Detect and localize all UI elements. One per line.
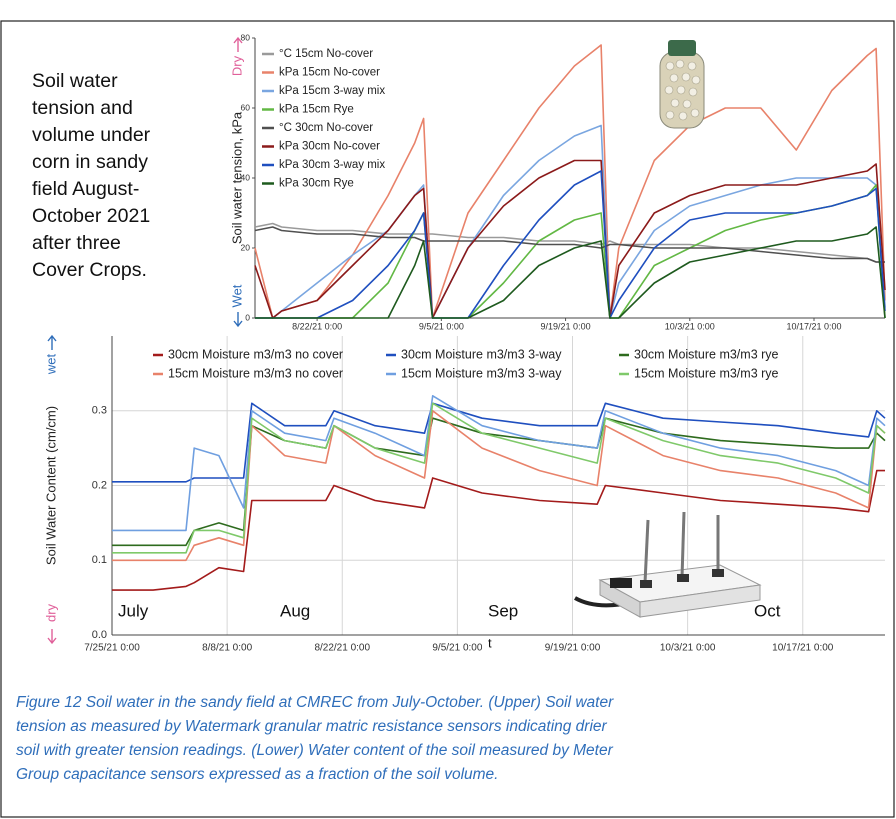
- y-tick-label: 0: [245, 312, 250, 322]
- legend-label: °C 30cm No-cover: [279, 122, 373, 134]
- y-axis-title: Soil Water Content (cm/cm): [43, 406, 58, 565]
- x-tick-label: 9/19/21 0:00: [541, 321, 591, 331]
- vial-cap: [668, 40, 696, 56]
- month-label: Oct: [754, 601, 781, 620]
- y-label-top: wet: [43, 353, 58, 375]
- legend-label: kPa 30cm 3-way mix: [279, 159, 385, 171]
- x-tick-label: 9/5/21 0:00: [419, 321, 464, 331]
- x-tick-label: 8/22/21 0:00: [314, 643, 370, 654]
- x-tick-label: 10/3/21 0:00: [665, 321, 715, 331]
- caption: tension as measured by Watermark granula…: [16, 718, 608, 735]
- legend-label: 15cm Moisture m3/m3 rye: [634, 366, 779, 380]
- month-label: Aug: [280, 601, 310, 620]
- caption: Group capacitance sensors expressed as a…: [16, 766, 498, 783]
- side-text: corn in sandy: [32, 151, 148, 173]
- side-text: tension and: [32, 97, 133, 119]
- month-label: t: [488, 635, 492, 650]
- x-tick-label: 8/8/21 0:00: [202, 643, 252, 654]
- caption: Figure 12 Soil water in the sandy field …: [16, 694, 614, 711]
- y-tick-label: 0.0: [92, 629, 107, 641]
- legend-label: 15cm Moisture m3/m3 no cover: [168, 366, 343, 380]
- x-tick-label: 9/19/21 0:00: [545, 643, 601, 654]
- legend-label: 30cm Moisture m3/m3 3-way: [401, 347, 562, 361]
- side-text: field August-: [32, 178, 139, 200]
- legend-label: kPa 15cm No-cover: [279, 67, 380, 79]
- side-text: Soil water: [32, 70, 118, 92]
- y-tick-label: 0.1: [92, 554, 107, 566]
- side-text: after three: [32, 232, 121, 254]
- legend-label: °C 15cm No-cover: [279, 48, 373, 60]
- y-tick-label: 60: [241, 102, 251, 112]
- x-tick-label: 10/17/21 0:00: [786, 321, 841, 331]
- side-text: volume under: [32, 124, 151, 146]
- y-label-bottom: dry: [43, 603, 58, 622]
- legend-label: kPa 30cm No-cover: [279, 141, 380, 153]
- legend-label: kPa 30cm Rye: [279, 178, 354, 190]
- x-tick-label: 7/25/21 0:00: [84, 643, 140, 654]
- y-label-top: Dry: [229, 55, 244, 76]
- side-text: Cover Crops.: [32, 259, 147, 281]
- x-tick-label: 9/5/21 0:00: [432, 643, 482, 654]
- legend-label: kPa 15cm Rye: [279, 104, 354, 116]
- caption: soil with greater tension readings. (Low…: [16, 742, 614, 759]
- x-tick-label: 10/17/21 0:00: [772, 643, 834, 654]
- y-label-bottom: Wet: [229, 284, 244, 307]
- y-tick-label: 0.2: [92, 479, 107, 491]
- legend-label: 30cm Moisture m3/m3 rye: [634, 347, 779, 361]
- y-axis-title: Soil water tension, kPa: [229, 111, 244, 244]
- y-tick-label: 0.3: [92, 405, 107, 417]
- legend-label: 15cm Moisture m3/m3 3-way: [401, 366, 562, 380]
- legend-label: kPa 15cm 3-way mix: [279, 85, 385, 97]
- legend-label: 30cm Moisture m3/m3 no cover: [168, 347, 343, 361]
- side-text: October 2021: [32, 205, 150, 227]
- page: Soil water tension and volume under corn in…: [0, 0, 896, 819]
- x-tick-label: 10/3/21 0:00: [660, 643, 716, 654]
- x-tick-label: 8/22/21 0:00: [292, 321, 342, 331]
- y-tick-label: 80: [241, 32, 251, 42]
- month-label: Sep: [488, 601, 518, 620]
- month-label: July: [118, 601, 149, 620]
